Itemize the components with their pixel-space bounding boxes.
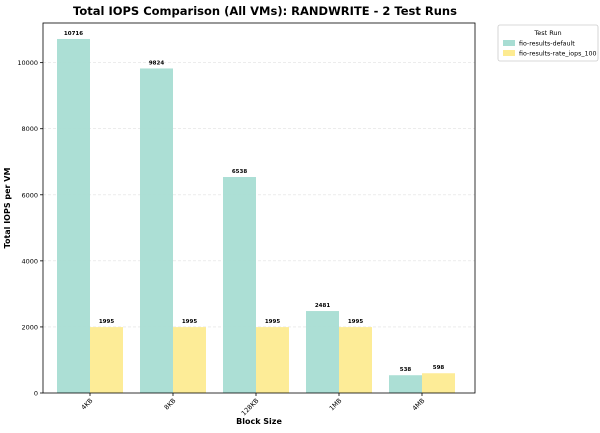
bar xyxy=(57,38,90,393)
bar xyxy=(422,373,455,393)
bar xyxy=(339,327,372,393)
legend-title: Test Run xyxy=(533,29,561,37)
legend-swatch xyxy=(503,40,515,46)
bar xyxy=(90,327,123,393)
y-tick-label: 0 xyxy=(34,390,38,398)
data-label: 10716 xyxy=(64,31,83,37)
data-label: 2481 xyxy=(315,303,330,309)
data-label: 1995 xyxy=(182,319,197,325)
y-axis-label: Total IOPS per VM xyxy=(3,168,12,249)
x-tick-label: 4MB xyxy=(411,397,427,413)
bar xyxy=(306,311,339,393)
legend-swatch xyxy=(503,50,515,56)
data-label: 1995 xyxy=(348,319,363,325)
x-tick-label: 4KB xyxy=(80,397,95,412)
bar xyxy=(140,68,173,393)
bar xyxy=(173,327,206,393)
data-label: 598 xyxy=(433,365,445,371)
y-tick-label: 2000 xyxy=(21,323,38,331)
y-tick-label: 8000 xyxy=(21,125,38,133)
data-label: 1995 xyxy=(265,319,280,325)
x-tick-label: 1MB xyxy=(328,397,344,413)
data-label: 538 xyxy=(400,367,412,373)
plot-area xyxy=(42,22,476,394)
data-label: 9824 xyxy=(149,60,164,66)
legend-box xyxy=(497,24,599,62)
x-tick-label: 8KB xyxy=(163,397,178,412)
data-label: 6538 xyxy=(232,169,247,175)
legend-entry: fio-results-default xyxy=(519,41,575,48)
legend: Test Run fio-results-default fio-results-… xyxy=(497,24,599,62)
data-label: 1995 xyxy=(99,319,114,325)
bar xyxy=(389,375,422,393)
bar xyxy=(256,327,289,393)
x-axis-label: Block Size xyxy=(236,417,282,426)
bar xyxy=(223,177,256,393)
y-tick-label: 6000 xyxy=(21,191,38,199)
x-tick-label: 128KB xyxy=(240,397,261,418)
chart-title: Total IOPS Comparison (All VMs): RANDWRI… xyxy=(73,4,457,18)
y-tick-label: 4000 xyxy=(21,257,38,265)
legend-entry: fio-results-rate_iops_100 xyxy=(519,51,597,58)
y-tick-label: 10000 xyxy=(17,59,38,67)
